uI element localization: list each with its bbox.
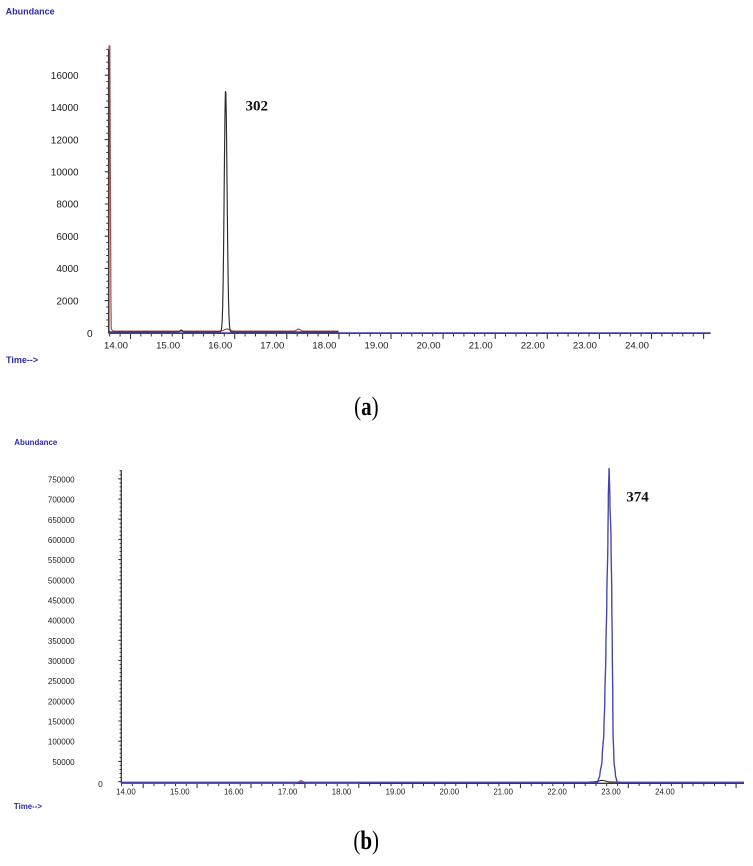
svg-text:150000: 150000 <box>48 718 75 727</box>
svg-text:14.00: 14.00 <box>104 340 128 351</box>
svg-text:15.00: 15.00 <box>156 340 180 351</box>
svg-text:17.00: 17.00 <box>260 340 284 351</box>
svg-text:374: 374 <box>626 489 649 505</box>
svg-text:14000: 14000 <box>51 103 79 114</box>
svg-text:200000: 200000 <box>48 697 75 706</box>
svg-text:16.00: 16.00 <box>208 340 232 351</box>
svg-text:0: 0 <box>87 329 93 340</box>
svg-text:300000: 300000 <box>48 657 75 666</box>
svg-text:Abundance: Abundance <box>14 438 58 447</box>
svg-text:6000: 6000 <box>56 232 79 243</box>
svg-text:23.00: 23.00 <box>601 787 621 796</box>
svg-text:302: 302 <box>245 99 268 115</box>
svg-text:23.00: 23.00 <box>573 340 597 351</box>
svg-text:250000: 250000 <box>48 677 75 686</box>
svg-text:19.00: 19.00 <box>386 787 406 796</box>
svg-text:2000: 2000 <box>56 296 79 307</box>
svg-text:50000: 50000 <box>52 758 75 767</box>
svg-text:14.00: 14.00 <box>116 787 136 796</box>
svg-text:700000: 700000 <box>48 496 75 505</box>
svg-text:17.00: 17.00 <box>278 787 298 796</box>
svg-text:400000: 400000 <box>48 617 75 626</box>
svg-text:18.00: 18.00 <box>332 787 352 796</box>
svg-text:21.00: 21.00 <box>493 787 513 796</box>
svg-text:16.00: 16.00 <box>224 787 244 796</box>
svg-text:350000: 350000 <box>48 637 75 646</box>
svg-text:15.00: 15.00 <box>170 787 190 796</box>
svg-text:500000: 500000 <box>48 576 75 585</box>
svg-text:100000: 100000 <box>48 738 75 747</box>
svg-text:550000: 550000 <box>48 556 75 565</box>
svg-text:20.00: 20.00 <box>417 340 441 351</box>
svg-text:(a): (a) <box>354 393 379 422</box>
svg-text:16000: 16000 <box>51 71 79 82</box>
svg-text:22.00: 22.00 <box>521 340 545 351</box>
svg-text:600000: 600000 <box>48 536 75 545</box>
svg-text:24.00: 24.00 <box>625 340 649 351</box>
svg-text:450000: 450000 <box>48 597 75 606</box>
svg-text:(b): (b) <box>353 827 379 856</box>
svg-text:Abundance: Abundance <box>6 6 55 16</box>
svg-text:22.00: 22.00 <box>547 787 567 796</box>
svg-text:Time-->: Time--> <box>6 355 38 365</box>
svg-text:8000: 8000 <box>56 200 79 211</box>
svg-text:12000: 12000 <box>51 135 79 146</box>
svg-text:0: 0 <box>98 779 103 789</box>
svg-text:10000: 10000 <box>51 168 79 179</box>
svg-text:24.00: 24.00 <box>655 787 675 796</box>
svg-text:Time-->: Time--> <box>14 802 43 811</box>
svg-text:20.00: 20.00 <box>440 787 460 796</box>
svg-text:750000: 750000 <box>48 475 75 484</box>
svg-text:650000: 650000 <box>48 516 75 525</box>
svg-text:21.00: 21.00 <box>469 340 493 351</box>
svg-text:4000: 4000 <box>56 264 79 275</box>
svg-text:18.00: 18.00 <box>312 340 336 351</box>
svg-text:19.00: 19.00 <box>364 340 388 351</box>
